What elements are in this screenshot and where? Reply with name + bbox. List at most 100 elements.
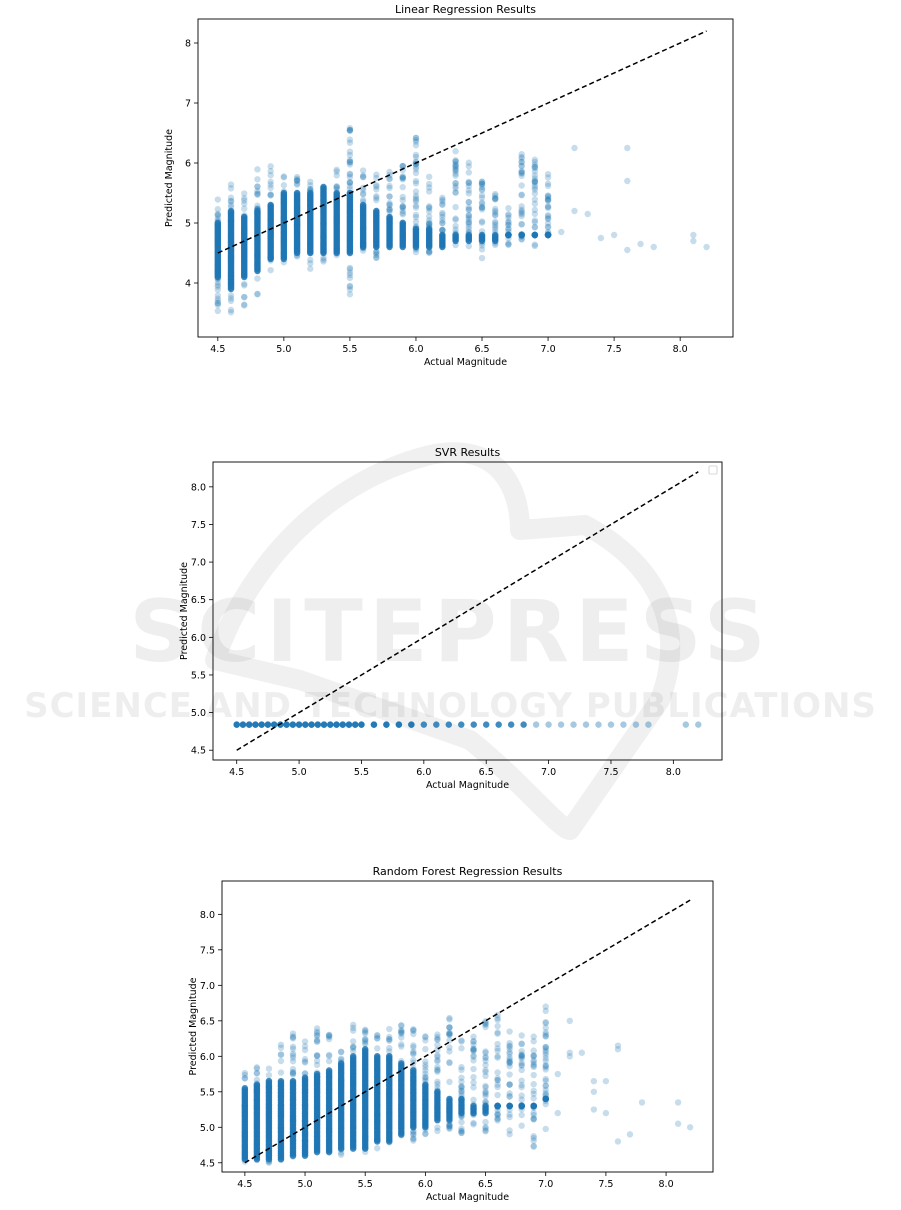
data-point [458,1037,465,1044]
data-point [494,1022,501,1030]
data-point [425,205,433,212]
data-point [214,212,222,219]
data-point [446,1123,453,1130]
data-point [439,231,446,239]
data-point [412,204,420,211]
svr-chart: SVR Results 4.5 5.0 5.5 6.0 6.5 7.0 7.5 8.0 4.5 5.… [179,446,723,791]
data-point [412,211,420,219]
chart-title: Random Forest Regression Results [373,865,563,878]
data-point [313,1070,321,1078]
data-point [386,1053,393,1060]
x-tick-label: 5.5 [342,344,357,355]
data-point [399,204,406,211]
data-point [346,271,354,279]
data-point [530,1087,537,1094]
x-axis-label: Actual Magnitude [426,1192,509,1203]
data-point [325,1033,333,1041]
x-tick-label: 7.0 [541,767,556,778]
data-point [465,204,473,211]
data-point [399,202,406,210]
data-point [434,1031,441,1038]
data-point [542,1029,549,1036]
data-point [542,1033,549,1040]
data-point [289,1065,297,1073]
data-point [614,1046,622,1053]
data-point [544,215,552,223]
data-point [518,212,525,220]
data-point [245,721,253,728]
data-point [333,168,340,175]
scatter-points [214,124,710,316]
plot-frame [221,880,714,1173]
data-point [530,1143,537,1150]
data-point [446,1014,453,1022]
data-point [638,1099,646,1106]
data-point [494,1030,501,1037]
data-point [531,242,539,250]
data-point [422,1061,429,1069]
data-point [518,170,525,177]
data-point [254,275,261,282]
y-tick-label: 8.0 [200,910,215,921]
data-point [530,1080,537,1088]
data-point [422,1034,429,1041]
data-point [386,201,393,208]
data-point [505,204,512,212]
data-point [530,1052,537,1060]
data-point [544,196,552,203]
data-point [531,178,539,186]
data-point [532,721,540,728]
data-point [359,186,367,193]
data-point [214,196,222,203]
data-point [398,1060,405,1067]
y-tick-label: 6.0 [200,1052,215,1063]
data-point [506,1043,513,1050]
data-point [518,1052,525,1059]
x-tick-label: 5.0 [292,767,307,778]
data-point [398,1026,405,1034]
data-point [346,158,354,166]
data-point [346,179,354,186]
data-point [289,1069,297,1077]
data-point [412,218,420,226]
y-tick-label: 5.0 [200,1123,215,1134]
data-point [518,158,525,166]
data-point [362,1037,369,1045]
data-point [446,1078,453,1086]
data-point [531,231,539,239]
data-point [530,1038,537,1045]
data-point [410,1027,417,1034]
data-point [362,1030,369,1037]
data-point [362,1028,369,1036]
data-point [398,1029,405,1037]
data-point [518,192,525,199]
data-point [478,206,486,213]
data-point [492,195,499,203]
data-point [544,223,552,231]
data-point [289,1068,297,1076]
data-point [482,1061,489,1069]
data-point [452,148,459,155]
data-point [399,174,406,182]
data-point [386,1044,393,1052]
data-point [506,1060,513,1067]
x-tick-label: 8.0 [673,344,688,355]
data-point [470,1057,477,1064]
x-tick-label: 6.5 [478,1179,493,1190]
data-point [383,721,390,728]
data-point [386,1037,393,1044]
data-point [446,1024,453,1031]
data-point [452,216,459,223]
data-point [422,1045,429,1053]
y-tick-label: 4 [185,279,191,290]
data-point [558,228,565,236]
data-point [530,1057,537,1064]
data-point [313,1029,321,1037]
data-point [492,194,499,202]
data-point [214,286,222,294]
data-point [386,1033,393,1041]
data-point [458,1066,465,1074]
data-point [386,199,393,207]
data-point [254,291,261,298]
data-point [267,191,274,198]
